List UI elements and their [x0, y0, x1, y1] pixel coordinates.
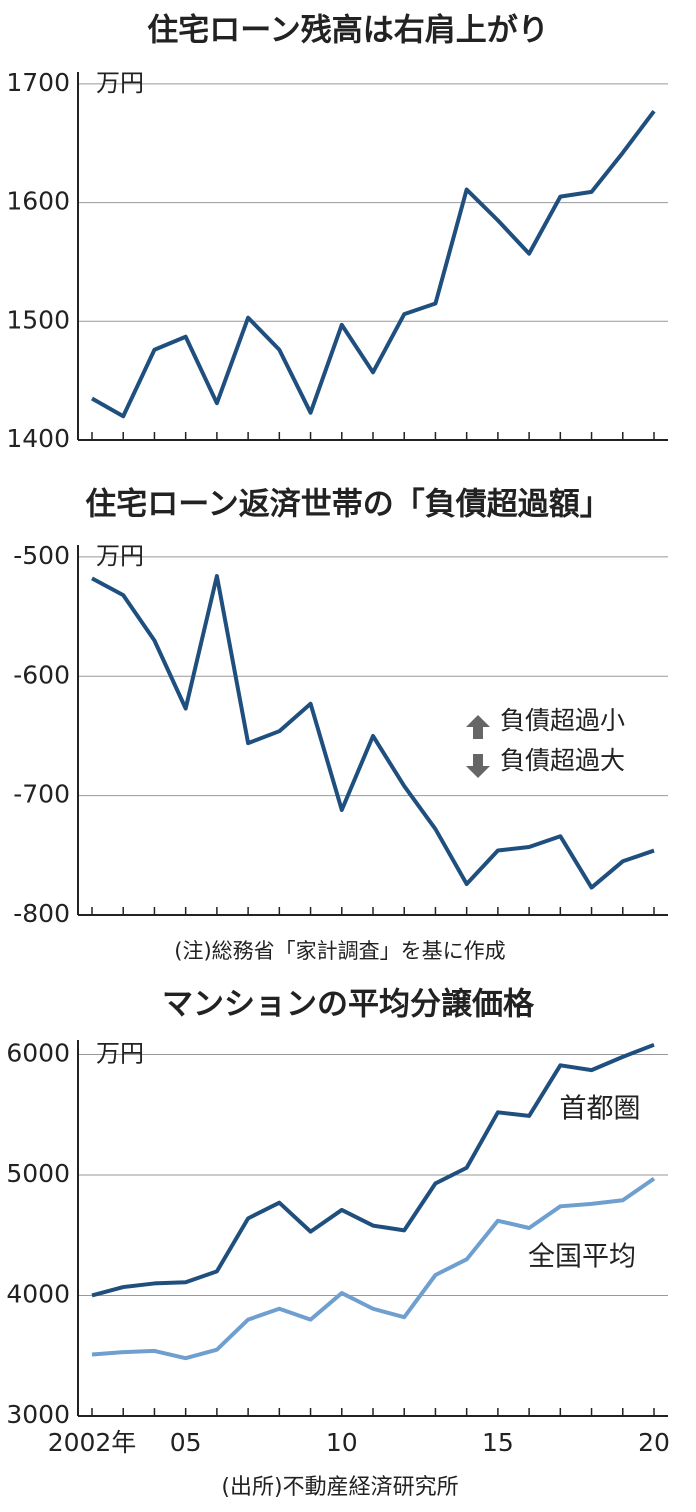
- y-tick-label: -700: [13, 780, 70, 809]
- unit-label: 万円: [96, 542, 144, 570]
- y-tick-label: 3000: [6, 1400, 70, 1429]
- annotation: 負債超過小: [500, 706, 625, 735]
- annotation: 負債超過大: [500, 746, 625, 775]
- x-tick-label: 20: [638, 1428, 670, 1457]
- line: [91, 574, 655, 890]
- y-tick-label: 4000: [6, 1279, 70, 1308]
- y-tick-label: 1600: [6, 187, 70, 216]
- y-tick-label: -600: [13, 660, 70, 689]
- y-tick-label: 1400: [6, 424, 70, 453]
- chart-title: マンションの平均分譲価格: [162, 987, 535, 1023]
- series-label: 首都圏: [560, 1094, 641, 1125]
- y-tick-label: 1700: [6, 68, 70, 97]
- line: [91, 1176, 656, 1361]
- note: (注)総務省「家計調査」を基に作成: [174, 939, 505, 963]
- y-tick-label: 1500: [6, 305, 70, 334]
- y-tick-label: 6000: [6, 1038, 70, 1067]
- chart-title: 住宅ローン返済世帯の「負債超過額」: [85, 487, 610, 523]
- line: [91, 109, 656, 419]
- chart-title: 住宅ローン残高は右肩上がり: [147, 13, 548, 49]
- unit-label: 万円: [96, 69, 144, 97]
- line: [91, 1042, 655, 1298]
- arrow-down: [466, 754, 490, 778]
- series-label: 全国平均: [528, 1242, 636, 1273]
- x-tick-label: 15: [482, 1428, 514, 1457]
- y-tick-label: -800: [13, 899, 70, 928]
- unit-label: 万円: [96, 1039, 144, 1067]
- x-tick-label: 2002年: [48, 1428, 137, 1457]
- x-tick-label: 10: [326, 1428, 358, 1457]
- y-tick-label: -500: [13, 541, 70, 570]
- arrow-up: [466, 715, 490, 739]
- source: (出所)不動産経済研究所: [221, 1475, 458, 1500]
- y-tick-label: 5000: [6, 1159, 70, 1188]
- x-tick-label: 05: [170, 1428, 202, 1457]
